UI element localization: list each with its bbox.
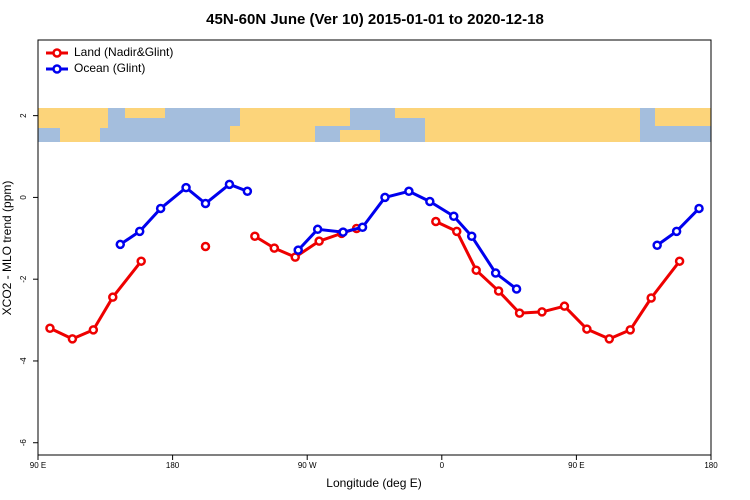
- data-point: [155, 203, 166, 214]
- land-shape: [395, 108, 425, 118]
- land-shape: [125, 108, 165, 118]
- land-shape: [240, 108, 350, 126]
- data-point: [449, 211, 459, 221]
- data-point: [250, 231, 260, 242]
- x-tick-label: 90 W: [298, 461, 317, 470]
- x-tick-label: 90 E: [568, 461, 584, 470]
- data-point: [559, 301, 570, 311]
- data-point: [493, 286, 504, 296]
- land-shape: [60, 128, 100, 142]
- data-point: [88, 325, 99, 335]
- y-tick-label: -6: [19, 439, 28, 447]
- data-point: [511, 284, 522, 294]
- data-point: [134, 226, 145, 237]
- data-point: [380, 192, 390, 203]
- data-point: [452, 226, 462, 237]
- data-point: [314, 236, 324, 246]
- data-point: [115, 239, 126, 250]
- map-band: [38, 108, 711, 142]
- data-point: [404, 186, 414, 197]
- data-point: [357, 222, 368, 233]
- y-axis-label: XCO2 - MLO trend (ppm): [0, 181, 14, 316]
- land-shape: [230, 126, 315, 142]
- data-point: [466, 231, 477, 242]
- data-point: [652, 240, 662, 251]
- data-point: [582, 324, 592, 334]
- data-point: [694, 203, 704, 214]
- data-point: [181, 182, 191, 193]
- data-point: [45, 323, 55, 334]
- land-shape: [38, 108, 108, 128]
- data-point: [646, 293, 656, 303]
- data-point: [471, 265, 481, 275]
- x-tick-label: 180: [704, 461, 718, 470]
- y-tick-label: -2: [19, 275, 28, 283]
- data-point: [200, 198, 211, 209]
- y-tick-label: -4: [19, 357, 28, 365]
- land-shape: [655, 108, 711, 126]
- data-point: [514, 308, 525, 318]
- y-tick-label: 0: [19, 195, 28, 200]
- y-tick-label: 2: [19, 113, 28, 118]
- legend-marker: [52, 48, 62, 58]
- data-point: [108, 292, 118, 302]
- data-point: [293, 245, 303, 255]
- data-point: [425, 196, 435, 207]
- x-axis-label: Longitude (deg E): [326, 476, 421, 490]
- data-point: [312, 224, 323, 235]
- data-point: [625, 325, 635, 335]
- data-point: [674, 256, 685, 266]
- x-tick-label: 90 E: [30, 461, 46, 470]
- plot-frame: [37, 39, 712, 456]
- legend-label: Land (Nadir&Glint): [74, 45, 173, 59]
- data-point: [242, 186, 253, 197]
- data-point: [200, 241, 211, 252]
- series-line: [49, 220, 681, 341]
- data-point: [269, 243, 280, 253]
- land-shape: [340, 130, 380, 142]
- data-point: [67, 334, 78, 344]
- legend-marker: [52, 64, 62, 74]
- data-point: [537, 307, 547, 317]
- data-point: [604, 334, 615, 344]
- data-point: [490, 268, 501, 278]
- legend-label: Ocean (Glint): [74, 61, 145, 75]
- data-point: [224, 179, 235, 190]
- land-shape: [425, 108, 640, 142]
- data-point: [671, 226, 682, 237]
- x-tick-label: 180: [166, 461, 180, 470]
- chart-title: 45N-60N June (Ver 10) 2015-01-01 to 2020…: [206, 11, 544, 28]
- data-point: [136, 256, 146, 266]
- x-tick-label: 0: [440, 461, 445, 470]
- data-point: [338, 227, 348, 237]
- data-point: [431, 216, 441, 227]
